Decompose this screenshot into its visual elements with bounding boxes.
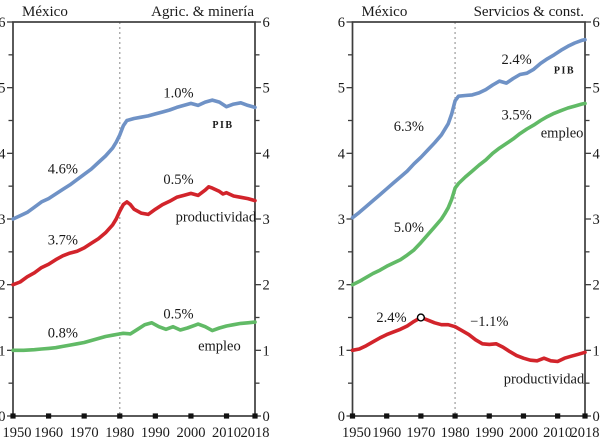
x-axis-label-1950: 1950 (3, 425, 32, 441)
y-axis-label-left: 4 (338, 146, 346, 162)
series-line-empleo (11, 320, 257, 353)
chart-right: 0 0 1 1 2 2 3 3 4 4 5 5 6 6 1950 1960 1970 1980 1990 2000 20… (338, 4, 600, 441)
x-tick-2018 (582, 413, 588, 419)
y-axis-label-left: 6 (338, 15, 345, 31)
x-axis-label-1950: 1950 (342, 425, 371, 441)
x-tick-1980 (117, 413, 123, 419)
annotation-5.0%: 5.0% (394, 220, 424, 236)
y-axis-label-right: 3 (593, 212, 600, 228)
y-axis-label-left: 5 (338, 81, 345, 97)
y-axis-label-right: 6 (263, 15, 270, 31)
panel-title-country: México (362, 4, 408, 20)
annotation-0.5%: 0.5% (163, 307, 193, 323)
x-tick-1970 (81, 413, 87, 419)
annotation-−1.1%: −1.1% (470, 314, 508, 330)
peak-marker-productividad (416, 313, 425, 322)
y-axis-label-right: 2 (593, 278, 600, 294)
annotation-2.4%: 2.4% (502, 52, 532, 68)
x-axis-label-1960: 1960 (34, 425, 63, 441)
series-line-empleo (350, 101, 587, 287)
x-axis-label-1980: 1980 (105, 425, 134, 441)
y-axis-label-right: 6 (593, 15, 600, 31)
plot-frame (351, 21, 586, 417)
panel-title-country: México (22, 4, 68, 20)
annotation-productividad: productividad (176, 209, 257, 225)
annotation-3.7%: 3.7% (48, 232, 78, 248)
x-axis-label-1960: 1960 (372, 425, 401, 441)
x-axis-label-1990: 1990 (475, 425, 504, 441)
annotation-pib: PIB (554, 66, 575, 77)
y-axis-label-right: 5 (263, 81, 270, 97)
annotation-0.5%: 0.5% (163, 172, 193, 188)
x-axis-label-2018: 2018 (571, 425, 600, 441)
annotation-4.6%: 4.6% (48, 161, 78, 177)
x-tick-1950 (10, 413, 16, 419)
series-line-pib (11, 98, 257, 221)
y-axis-label-left: 5 (0, 81, 6, 97)
x-axis-label-1980: 1980 (441, 425, 470, 441)
x-tick-2010 (223, 413, 230, 419)
y-axis-label-right: 1 (593, 343, 600, 359)
x-axis-label-1990: 1990 (141, 425, 170, 441)
x-axis-label-2018: 2018 (241, 425, 270, 441)
panel-title-sector: Agric. & minería (151, 4, 254, 20)
y-axis-label-left: 3 (338, 212, 345, 228)
x-tick-2000 (188, 413, 194, 419)
x-axis-label-2000: 2000 (176, 425, 205, 441)
x-axis-label-1970: 1970 (70, 425, 99, 441)
series-line-productividad (11, 185, 257, 287)
y-axis-label-left: 1 (338, 343, 345, 359)
y-axis-label-left: 0 (0, 409, 6, 425)
y-axis-label-left: 3 (0, 212, 6, 228)
panel-title-sector: Servicios & const. (474, 4, 584, 20)
y-axis-label-left: 2 (0, 278, 6, 294)
y-axis-label-right: 2 (263, 278, 270, 294)
y-axis-label-left: 1 (0, 343, 6, 359)
x-tick-1980 (452, 413, 458, 419)
x-tick-1990 (152, 413, 158, 419)
y-axis-label-right: 4 (593, 146, 600, 162)
annotation-empleo: empleo (198, 339, 241, 355)
x-tick-2010 (555, 413, 561, 419)
annotation-empleo: empleo (541, 125, 584, 141)
y-axis-label-left: 2 (338, 278, 345, 294)
annotation-pib: PIB (212, 120, 233, 131)
x-tick-2000 (520, 413, 527, 419)
annotation-productividad: productividad (504, 372, 585, 388)
x-tick-2018 (252, 413, 258, 419)
x-tick-1990 (486, 413, 492, 419)
y-axis-label-right: 1 (263, 343, 270, 359)
y-axis-label-right: 3 (263, 212, 270, 228)
y-axis-label-right: 5 (593, 81, 600, 97)
x-tick-1970 (418, 413, 424, 419)
x-tick-1960 (45, 413, 52, 419)
y-axis-label-left: 6 (0, 15, 6, 31)
annotation-6.3%: 6.3% (394, 119, 424, 135)
y-axis-label-right: 4 (263, 146, 271, 162)
x-axis-label-2010: 2010 (212, 425, 241, 441)
y-axis-label-right: 0 (263, 409, 270, 425)
y-axis-label-left: 0 (338, 409, 345, 425)
annotation-0.8%: 0.8% (48, 326, 78, 342)
x-tick-1950 (349, 413, 356, 419)
y-axis-label-right: 0 (593, 409, 600, 425)
series-line-pib (350, 37, 587, 220)
x-axis-label-2010: 2010 (543, 425, 572, 441)
x-tick-1960 (384, 413, 390, 419)
chart-left: 0 0 1 1 2 2 3 3 4 4 5 5 6 6 1950 1960 1970 1980 1990 2000 20… (0, 4, 271, 441)
annotation-1.0%: 1.0% (163, 85, 193, 101)
x-axis-label-1970: 1970 (406, 425, 435, 441)
annotation-3.5%: 3.5% (502, 108, 532, 124)
annotation-2.4%: 2.4% (376, 310, 406, 326)
y-axis-label-left: 4 (0, 146, 6, 162)
series-line-productividad (350, 315, 587, 364)
x-axis-label-2000: 2000 (509, 425, 538, 441)
